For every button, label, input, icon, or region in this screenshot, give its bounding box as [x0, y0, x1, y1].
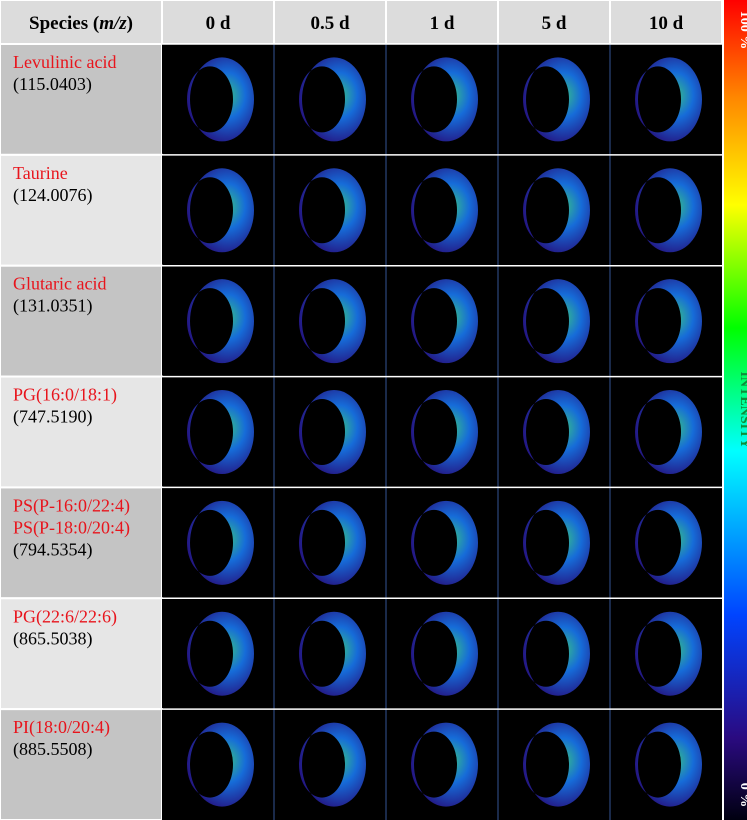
ms-image [411, 279, 478, 364]
ms-image [523, 500, 590, 585]
ms-image [187, 500, 255, 585]
ms-image [187, 611, 254, 696]
header-cell [609, 0, 723, 45]
ms-image [299, 500, 366, 585]
ms-image [523, 722, 590, 807]
ms-image [635, 722, 702, 807]
header-text: ) [127, 13, 133, 34]
species-name: PI(18:0/20:4) [13, 717, 110, 738]
label-cell [0, 597, 163, 711]
species-mz: (885.5508) [13, 739, 93, 760]
label-cell [0, 375, 163, 489]
ms-image [299, 57, 366, 142]
column-header: 0.5 d [310, 13, 350, 34]
ms-image [523, 57, 590, 142]
ms-image [635, 279, 702, 364]
species-mz: (131.0351) [13, 296, 93, 317]
column-header: 5 d [542, 13, 567, 34]
header-cell [273, 0, 387, 45]
ms-image [523, 390, 590, 474]
ms-image [187, 722, 254, 807]
ms-image [411, 500, 479, 585]
label-cell [0, 708, 163, 820]
ms-image [635, 390, 702, 474]
ms-image [299, 279, 366, 364]
header-text: Species ( [29, 13, 99, 34]
species-mz: (865.5038) [13, 628, 93, 649]
species-name: PG(22:6/22:6) [13, 606, 117, 627]
ms-image [635, 500, 702, 585]
ms-image [187, 168, 254, 253]
species-mz: (794.5354) [13, 539, 93, 560]
column-header: 1 d [430, 13, 455, 34]
ms-image [411, 722, 478, 807]
species-mz: (124.0076) [13, 185, 93, 206]
ms-image [411, 168, 478, 253]
header-text: m/z [99, 13, 127, 34]
column-header: 10 d [649, 13, 684, 34]
label-cell [0, 264, 163, 378]
ms-image [523, 168, 590, 253]
ms-image [635, 57, 702, 142]
species-name: Levulinic acid [13, 52, 116, 72]
colorbar [724, 0, 747, 820]
species-name: PS(P-16:0/22:4) [13, 495, 130, 516]
ms-image [635, 168, 702, 253]
header-cell [497, 0, 611, 45]
ms-image [523, 279, 590, 364]
ms-image [187, 279, 254, 364]
ms-image [411, 390, 478, 474]
species-name: Glutaric acid [13, 274, 106, 294]
ms-image [635, 611, 702, 696]
ms-image [523, 611, 590, 696]
colorbar-min: 0 % [737, 783, 747, 808]
ms-image [411, 611, 478, 696]
ms-image [299, 722, 366, 807]
ms-image [299, 168, 366, 253]
species-mz: (115.0403) [13, 74, 92, 95]
species-name: PS(P-18:0/20:4) [13, 517, 130, 538]
species-name: Taurine [13, 163, 68, 183]
ms-image [187, 57, 254, 142]
column-header: 0 d [206, 13, 231, 34]
colorbar-max: 100 % [737, 11, 747, 50]
ms-image [187, 390, 254, 474]
species-name: PG(16:0/18:1) [13, 385, 117, 406]
ms-image [299, 390, 366, 474]
ms-image [299, 611, 366, 696]
ms-image [411, 57, 478, 142]
species-mz: (747.5190) [13, 407, 93, 428]
colorbar-label: INTENSITY [737, 371, 747, 448]
header-cell [0, 0, 163, 45]
header-species: Species (m/z) [29, 13, 133, 34]
